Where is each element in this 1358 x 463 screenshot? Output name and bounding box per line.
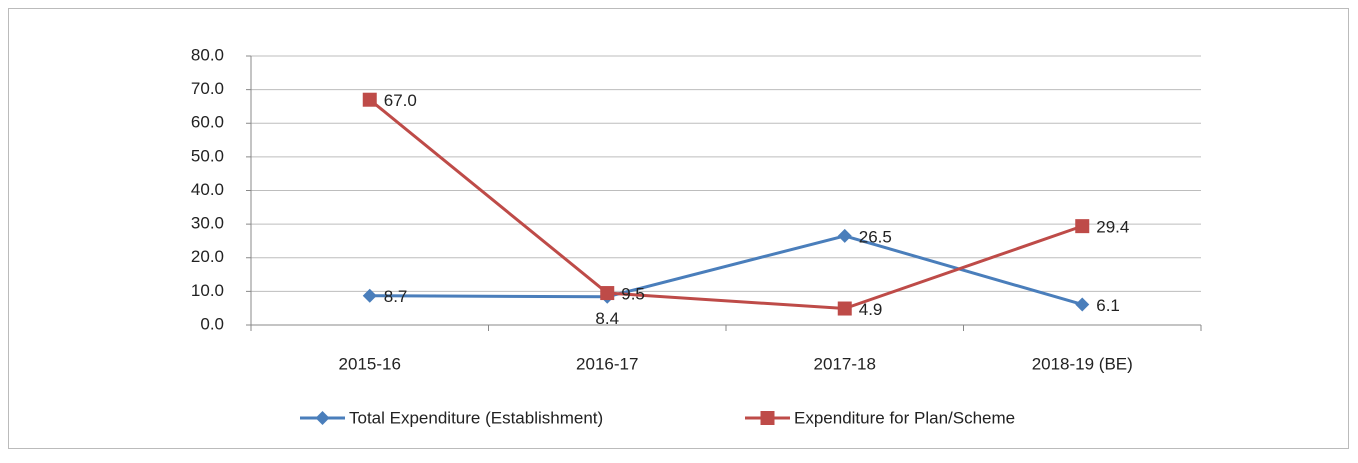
y-tick-label: 60.0 (191, 113, 224, 132)
data-label: 4.9 (859, 300, 883, 319)
y-tick-label: 80.0 (191, 45, 224, 64)
grid (246, 55, 1202, 331)
x-tick-label: 2016-17 (576, 354, 638, 373)
legend-label: Total Expenditure (Establishment) (349, 408, 603, 427)
legend-label: Expenditure for Plan/Scheme (794, 408, 1015, 427)
x-tick-label: 2017-18 (814, 354, 876, 373)
y-tick-label: 30.0 (191, 214, 224, 233)
series-line (369, 234, 1083, 306)
data-label: 9.5 (621, 285, 645, 304)
data-label: 6.1 (1096, 296, 1120, 315)
y-tick-label: 50.0 (191, 146, 224, 165)
data-label: 29.4 (1096, 218, 1129, 237)
plot-area (362, 92, 1090, 316)
legend-marker (315, 411, 330, 425)
chart-border (8, 8, 1349, 449)
y-tick-label: 70.0 (191, 79, 224, 98)
y-tick-label: 40.0 (191, 180, 224, 199)
point (600, 286, 615, 301)
point (1075, 297, 1090, 312)
point (362, 288, 377, 303)
data-label: 8.7 (384, 287, 408, 306)
point (1075, 219, 1090, 234)
data-label: 67.0 (384, 91, 417, 110)
point (837, 228, 852, 243)
legend-marker (760, 411, 775, 425)
series-line (368, 98, 1083, 311)
x-tick-label: 2018-19 (BE) (1032, 354, 1133, 373)
data-label: 8.4 (595, 309, 619, 328)
y-tick-label: 10.0 (191, 281, 224, 300)
data-label: 26.5 (859, 227, 892, 246)
x-tick-label: 2015-16 (339, 354, 401, 373)
point (362, 92, 377, 107)
y-tick-label: 0.0 (200, 314, 224, 333)
point (837, 301, 852, 316)
y-tick-label: 20.0 (191, 247, 224, 266)
